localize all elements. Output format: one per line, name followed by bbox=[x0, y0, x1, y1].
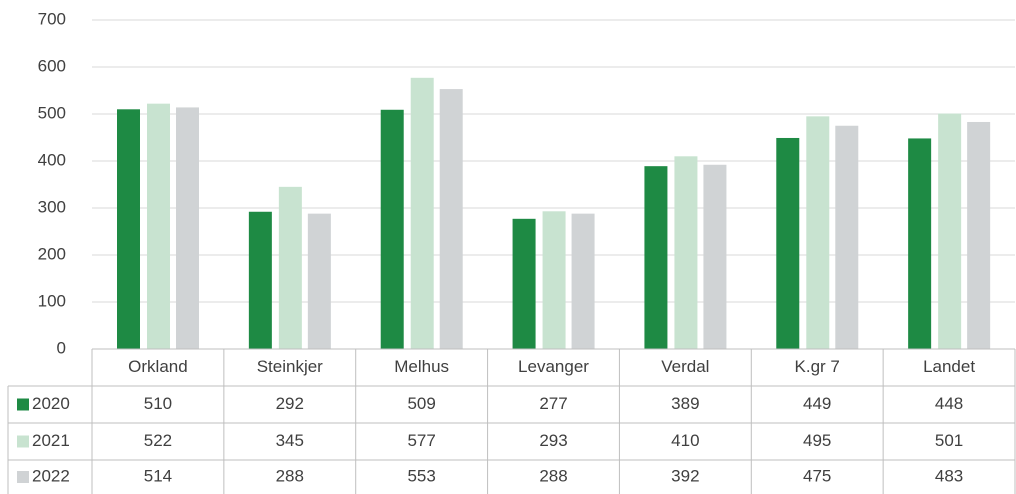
bar bbox=[703, 164, 727, 349]
table-value: 288 bbox=[276, 466, 304, 485]
bar bbox=[117, 109, 140, 349]
bar bbox=[938, 113, 962, 349]
bar bbox=[147, 103, 170, 349]
bar bbox=[806, 116, 830, 349]
table-value: 448 bbox=[935, 394, 963, 413]
bar bbox=[644, 166, 668, 349]
legend-label: 2020 bbox=[32, 394, 70, 413]
bar bbox=[307, 213, 331, 349]
bar bbox=[835, 125, 859, 349]
table-value: 553 bbox=[407, 466, 435, 485]
y-tick-label: 600 bbox=[38, 56, 66, 75]
table-value: 495 bbox=[803, 431, 831, 450]
x-tick-label: K.gr 7 bbox=[795, 357, 840, 376]
y-tick-label: 0 bbox=[57, 338, 66, 357]
x-tick-label: Levanger bbox=[518, 357, 589, 376]
bar bbox=[674, 156, 698, 349]
y-tick-label: 300 bbox=[38, 197, 66, 216]
bar bbox=[908, 138, 932, 349]
table-value: 522 bbox=[144, 431, 172, 450]
x-tick-label: Orkland bbox=[128, 357, 188, 376]
table-value: 510 bbox=[144, 394, 172, 413]
bar bbox=[278, 186, 302, 349]
bar bbox=[512, 218, 536, 349]
table-value: 277 bbox=[539, 394, 567, 413]
x-tick-label: Steinkjer bbox=[257, 357, 323, 376]
bar bbox=[176, 107, 199, 349]
bar bbox=[967, 121, 991, 350]
legend-swatch bbox=[17, 398, 29, 411]
bar bbox=[380, 109, 404, 350]
table-value: 577 bbox=[407, 431, 435, 450]
bar bbox=[776, 137, 800, 349]
table-value: 292 bbox=[276, 394, 304, 413]
table-value: 509 bbox=[407, 394, 435, 413]
table-value: 514 bbox=[144, 466, 172, 485]
bar bbox=[410, 77, 434, 349]
bar bbox=[248, 211, 272, 349]
y-tick-label: 500 bbox=[38, 103, 66, 122]
table-value: 288 bbox=[539, 466, 567, 485]
table-value: 345 bbox=[276, 431, 304, 450]
y-tick-label: 700 bbox=[38, 9, 66, 28]
y-tick-label: 200 bbox=[38, 244, 66, 263]
y-tick-label: 100 bbox=[38, 291, 66, 310]
table-value: 475 bbox=[803, 466, 831, 485]
table-value: 449 bbox=[803, 394, 831, 413]
bar bbox=[571, 213, 595, 349]
legend-label: 2021 bbox=[32, 431, 70, 450]
x-tick-label: Melhus bbox=[394, 357, 449, 376]
bar bbox=[542, 211, 566, 349]
legend-swatch bbox=[17, 435, 29, 448]
legend-swatch bbox=[17, 471, 29, 483]
table-value: 501 bbox=[935, 431, 963, 450]
x-tick-label: Landet bbox=[923, 357, 975, 376]
table-value: 410 bbox=[671, 431, 699, 450]
table-value: 483 bbox=[935, 466, 963, 485]
table-value: 293 bbox=[539, 431, 567, 450]
table-value: 389 bbox=[671, 394, 699, 413]
x-tick-label: Verdal bbox=[661, 357, 709, 376]
table-value: 392 bbox=[671, 466, 699, 485]
bar bbox=[439, 89, 463, 349]
legend-label: 2022 bbox=[32, 466, 70, 485]
y-tick-label: 400 bbox=[38, 150, 66, 169]
